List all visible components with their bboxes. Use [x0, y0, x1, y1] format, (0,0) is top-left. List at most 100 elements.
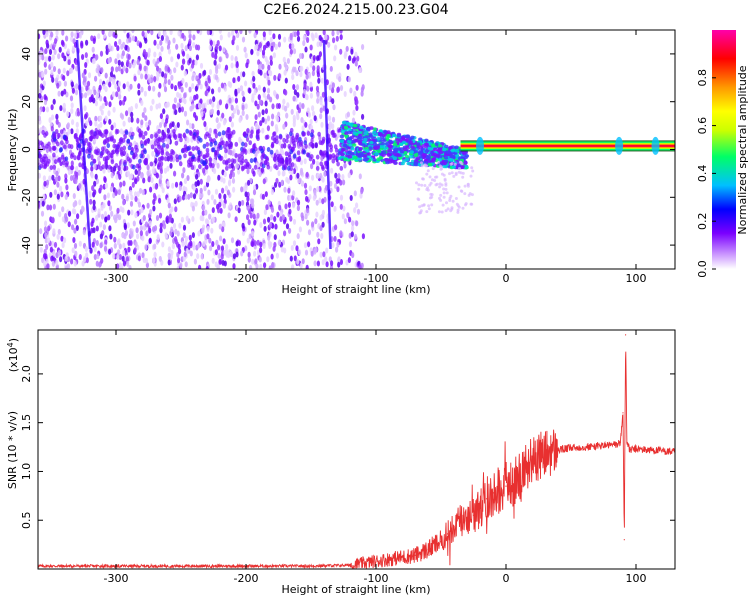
spectrogram-band-cell — [213, 128, 218, 134]
spectrogram-noise-cell — [238, 136, 242, 143]
spectrogram-noise-cell — [173, 67, 177, 74]
spectrogram-noise-cell — [143, 65, 147, 72]
spectrogram-noise-cell — [153, 39, 157, 46]
spectrogram-noise-cell — [42, 253, 47, 260]
spectrogram-band-cell — [127, 145, 132, 151]
spectrogram-noise-cell — [136, 191, 140, 197]
spectrogram-noise-cell — [204, 80, 208, 87]
spectrogram-transition-cell — [402, 140, 407, 145]
spectrogram-noise-cell — [305, 30, 309, 35]
spectrogram-noise-cell — [304, 213, 308, 220]
spectrogram-noise-cell — [167, 66, 171, 73]
spectrogram-noise-cell — [152, 257, 156, 264]
spectrogram-noise-cell — [353, 90, 357, 97]
spectrogram-tail-cell — [449, 162, 453, 166]
spectrogram-noise-cell — [178, 222, 182, 229]
spectrogram-noise-cell — [64, 173, 68, 180]
spectrogram-noise-cell — [311, 70, 315, 77]
spectrogram-noise-cell — [63, 237, 67, 244]
snr-data-point — [492, 492, 494, 494]
spectrogram-noise-cell — [170, 83, 174, 90]
spectrogram-noise-cell — [314, 32, 318, 39]
spectrogram-band-cell — [39, 163, 43, 169]
spectrogram-band-cell — [336, 161, 340, 167]
spectrogram-noise-cell — [262, 243, 266, 249]
spectrogram-band-cell — [197, 136, 201, 141]
spectrogram-noise-cell — [209, 39, 213, 46]
spectrogram-noise-cell — [158, 51, 162, 58]
spectrogram-noise-cell — [219, 34, 223, 41]
spectrogram-noise-cell — [218, 45, 222, 52]
snr-data-point — [459, 519, 462, 521]
snr-series-line — [38, 351, 675, 569]
spectrogram-noise-cell — [316, 97, 320, 104]
spectrogram-noise-cell — [356, 208, 361, 215]
spectrogram-noise-cell — [180, 216, 184, 223]
spectrogram-band-cell — [116, 144, 120, 150]
spectrogram-tail-cell — [439, 167, 443, 171]
spectrogram-noise-cell — [160, 45, 164, 52]
chart-title: C2E6.2024.215.00.23.G04 — [263, 2, 448, 18]
spectrogram-noise-cell — [184, 81, 188, 88]
spectrogram-noise-cell — [74, 89, 79, 96]
spectrogram-noise-cell — [83, 81, 87, 88]
spectrogram-band-cell — [271, 135, 275, 141]
spectrogram-noise-cell — [320, 233, 324, 239]
spectrogram-noise-cell — [339, 194, 344, 201]
spectrogram-noise-cell — [295, 84, 300, 91]
spectrogram-noise-cell — [45, 39, 49, 46]
spectrogram-noise-cell — [244, 52, 248, 59]
spectrogram-noise-cell — [125, 195, 129, 202]
spectrogram-tail-cell — [453, 162, 457, 166]
spectrogram-noise-cell — [296, 233, 300, 240]
spectrogram-band-cell — [119, 146, 124, 152]
spectrogram-noise-cell — [51, 260, 56, 267]
spectrogram-band-cell — [155, 138, 160, 144]
spectrogram-band-cell — [250, 129, 254, 135]
spectrogram-noise-cell — [282, 123, 286, 130]
spectrogram-noise-cell — [158, 82, 162, 89]
spectrogram-noise-cell — [300, 180, 304, 187]
spectrogram-band-cell — [157, 149, 161, 155]
spectrogram-noise-cell — [204, 90, 208, 97]
spectrogram-noise-cell — [60, 235, 64, 242]
spectrogram-noise-cell — [48, 49, 53, 55]
spectrogram-noise-cell — [90, 165, 94, 172]
spectrogram-noise-cell — [166, 138, 171, 145]
spectrogram-noise-cell — [303, 158, 307, 165]
spectrogram-noise-cell — [156, 43, 160, 50]
spectrogram-noise-cell — [232, 186, 236, 193]
spectrogram-noise-cell — [99, 233, 103, 240]
spectrogram-noise-cell — [296, 258, 300, 265]
spectrogram-noise-cell — [71, 119, 75, 126]
spectrogram-band-cell — [178, 133, 183, 139]
spectrogram-noise-cell — [208, 69, 213, 75]
spectrogram-noise-cell — [61, 52, 65, 59]
spectrogram-noise-cell — [116, 86, 121, 93]
spectrogram-band-cell — [126, 156, 131, 162]
spectrogram-noise-cell — [335, 35, 339, 42]
spectrogram-noise-cell — [252, 170, 256, 177]
spectrogram-noise-cell — [183, 98, 187, 105]
spectrogram-transition-cell — [382, 138, 387, 143]
spectrogram-noise-cell — [246, 237, 250, 244]
spectrogram-noise-cell — [122, 242, 126, 249]
spectrogram-noise-cell — [277, 73, 281, 80]
spectrogram-noise-cell — [50, 61, 54, 68]
spectrogram-noise-cell — [43, 94, 47, 101]
spectrogram-noise-cell — [137, 201, 142, 208]
spectrogram-tail-cell — [430, 193, 434, 197]
spectrogram-transition-cell — [439, 150, 444, 155]
spectrogram-noise-cell — [175, 61, 179, 68]
spectrogram-tail-cell — [460, 162, 464, 166]
spectrogram-noise-cell — [156, 234, 160, 241]
spectrogram-band-cell — [112, 138, 116, 144]
spectrogram-band-cell — [275, 135, 279, 141]
spectrogram-noise-cell — [321, 91, 325, 98]
spectrogram-noise-cell — [260, 167, 264, 174]
spectrogram-tail-cell — [456, 208, 460, 212]
spectrogram-noise-cell — [211, 257, 215, 264]
spectrogram-noise-cell — [214, 65, 219, 72]
spectrogram-noise-cell — [305, 171, 309, 178]
spectrogram-noise-cell — [50, 125, 54, 132]
